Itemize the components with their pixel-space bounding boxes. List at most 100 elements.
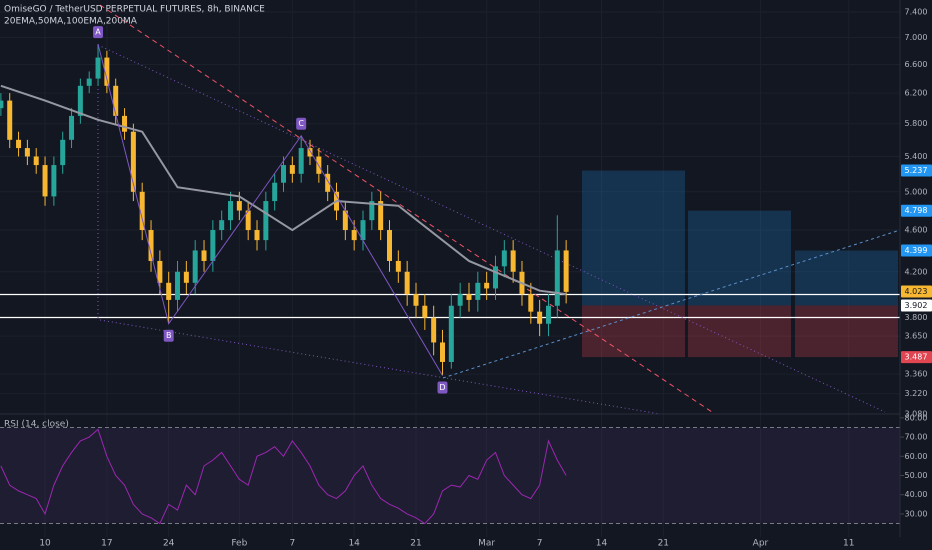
x-tick-label: 17 <box>101 539 112 549</box>
y-tick-label: 7.400 <box>905 8 928 17</box>
candle-body <box>492 266 498 289</box>
candle-body <box>537 311 543 324</box>
price-label: 4.798 <box>905 206 928 215</box>
candle-body <box>360 220 366 241</box>
candle-body <box>413 294 419 306</box>
price-label-box <box>901 164 932 177</box>
candle-body <box>0 100 4 109</box>
y-tick-label: 4.600 <box>905 226 928 235</box>
candle-body <box>51 165 57 197</box>
y-tick-label: 5.000 <box>905 187 928 196</box>
candle-body <box>457 294 463 306</box>
candle-body <box>510 250 516 272</box>
annotations: A B C D <box>93 26 448 394</box>
price-label: 4.023 <box>905 287 928 296</box>
candle-body <box>342 210 348 231</box>
candle-body <box>386 230 392 261</box>
chart-title: OmiseGO / TetherUSD PERPETUAL FUTURES, 8… <box>4 5 265 15</box>
candle-body <box>554 250 560 306</box>
price-label: 3.902 <box>905 301 928 310</box>
candle-body <box>219 220 225 231</box>
price-label: 4.399 <box>905 246 928 255</box>
ma-line <box>0 84 567 296</box>
y-tick-label: 4.200 <box>905 267 928 276</box>
x-tick-label: 21 <box>410 539 421 549</box>
candle-body <box>192 250 198 283</box>
candle-body <box>183 271 189 283</box>
x-tick-label: 11 <box>843 539 854 549</box>
pattern-point-box <box>296 117 307 130</box>
candle-body <box>289 165 295 174</box>
pattern-point-label: A <box>95 28 101 37</box>
y-tick-label: 3.650 <box>905 332 928 341</box>
x-tick-label: 10 <box>39 539 51 549</box>
y-tick-label: 5.800 <box>905 119 928 128</box>
x-tick-label: 21 <box>658 539 669 549</box>
x-tick-label: Feb <box>231 539 247 549</box>
candle-body <box>431 317 437 343</box>
candle-body <box>325 173 331 192</box>
candle-body <box>404 271 410 295</box>
candle-body <box>86 78 92 86</box>
y-tick-label: 7.000 <box>905 33 928 42</box>
price-label: 5.237 <box>905 166 928 175</box>
trend-line <box>442 229 901 379</box>
candle-body <box>210 230 216 261</box>
candle-body <box>130 131 136 192</box>
candle-body <box>33 156 39 166</box>
candle-body <box>175 271 181 300</box>
target-zone <box>795 250 898 306</box>
candle-body <box>448 305 454 362</box>
x-tick-label: 7 <box>289 539 295 549</box>
y-tick-label: 6.200 <box>905 89 928 98</box>
candle-body <box>42 165 48 197</box>
price-label-box <box>901 244 932 257</box>
candle-body <box>245 210 251 231</box>
y-tick-label: 3.220 <box>905 389 928 398</box>
y-tick-label: 3.800 <box>905 313 928 322</box>
rsi-tick-label: 60.00 <box>905 452 928 461</box>
candle-body <box>254 230 260 241</box>
x-tick-label: 24 <box>163 539 175 549</box>
candle-body <box>475 282 481 300</box>
candle-body <box>201 250 207 261</box>
candle-body <box>166 282 172 300</box>
trend-line <box>99 4 716 415</box>
trend-line <box>97 44 886 413</box>
candle-body <box>113 85 119 116</box>
candle-body <box>281 165 287 183</box>
candle-body <box>298 148 304 174</box>
y-tick-label: 3.360 <box>905 370 928 379</box>
pattern-point-label: B <box>166 331 172 340</box>
candle-body <box>139 191 145 231</box>
candle-body <box>307 148 313 157</box>
x-tick-label: Apr <box>753 539 769 549</box>
candle-body <box>466 294 472 300</box>
price-label-box <box>901 351 932 364</box>
candle-body <box>7 100 13 140</box>
candle-body <box>148 230 154 261</box>
stop-zone <box>795 305 898 358</box>
x-tick-label: Mar <box>478 539 495 549</box>
x-tick-label: 14 <box>596 539 608 549</box>
candle-body <box>484 282 490 289</box>
marks <box>0 44 569 525</box>
candle-body <box>351 230 357 241</box>
pattern-point-box <box>163 329 174 342</box>
rsi-tick-label: 50.00 <box>905 471 928 480</box>
stop-zone <box>582 305 685 358</box>
candle-body <box>272 182 278 202</box>
abcd-pattern <box>97 43 443 376</box>
candle-body <box>501 250 507 267</box>
candle-body <box>24 148 30 157</box>
y-tick-label: 3.080 <box>905 410 928 419</box>
price-label-box <box>901 299 932 312</box>
candle-body <box>263 201 269 241</box>
candle-body <box>228 201 234 221</box>
y-tick-label: 6.600 <box>905 60 928 69</box>
candle-body <box>563 250 569 292</box>
candle-body <box>69 115 75 140</box>
stop-zone <box>688 305 791 358</box>
